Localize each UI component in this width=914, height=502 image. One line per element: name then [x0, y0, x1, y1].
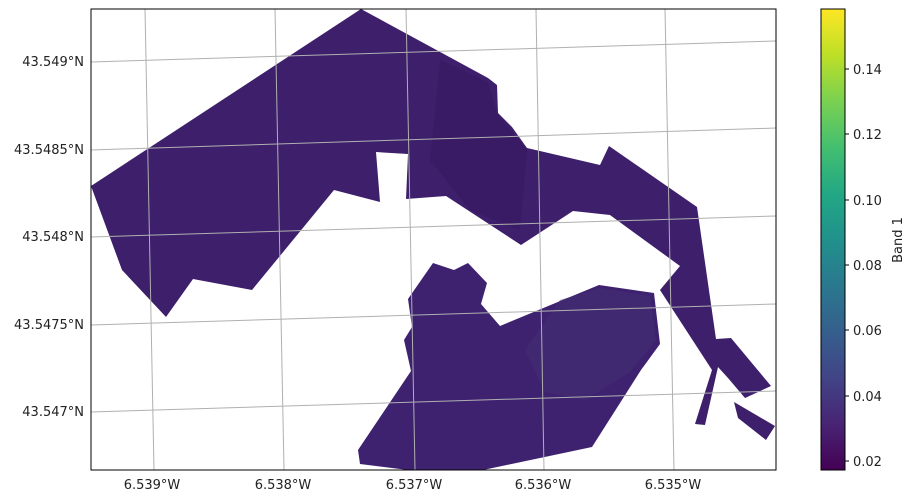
- lon-tick-label: 6.539°W: [124, 478, 181, 493]
- lon-tick-label: 6.536°W: [515, 478, 572, 493]
- colorbar-tick-label: 0.08: [853, 259, 882, 274]
- raster-mosaic-tip: [734, 402, 775, 440]
- colorbar-tick-label: 0.12: [853, 128, 882, 143]
- colorbar-label: Band 1: [891, 217, 906, 263]
- lon-tick-label: 6.535°W: [645, 478, 702, 493]
- colorbar-tick-label: 0.02: [853, 455, 882, 470]
- map-frame: [90, 8, 777, 471]
- colorbar-tick-label: 0.14: [853, 63, 882, 78]
- lat-tick-label: 43.5475°N: [14, 318, 84, 333]
- colorbar-tick-label: 0.10: [853, 194, 882, 209]
- raster-brighter-patch: [525, 288, 656, 400]
- colorbar-gradient: [820, 8, 846, 471]
- lat-tick-label: 43.5485°N: [14, 143, 84, 158]
- colorbar-tick-label: 0.04: [853, 390, 882, 405]
- lon-tick-label: 6.538°W: [255, 478, 312, 493]
- lat-tick-label: 43.547°N: [22, 405, 84, 420]
- colorbar: 0.02 0.04 0.06 0.08 0.10 0.12 0.14 Band …: [820, 8, 906, 471]
- lat-tick-label: 43.548°N: [22, 230, 84, 245]
- lat-tick-label: 43.549°N: [22, 55, 84, 70]
- raster-mosaic-upper: [91, 9, 771, 425]
- gridlines: [91, 9, 776, 470]
- lon-tick-labels: 6.539°W 6.538°W 6.537°W 6.536°W 6.535°W: [124, 478, 702, 493]
- lon-tick-label: 6.537°W: [386, 478, 443, 493]
- lat-tick-labels: 43.549°N 43.5485°N 43.548°N 43.5475°N 43…: [14, 55, 84, 420]
- colorbar-ticks: [845, 68, 849, 462]
- raster-darker-patch: [430, 60, 527, 230]
- colorbar-tick-label: 0.06: [853, 324, 882, 339]
